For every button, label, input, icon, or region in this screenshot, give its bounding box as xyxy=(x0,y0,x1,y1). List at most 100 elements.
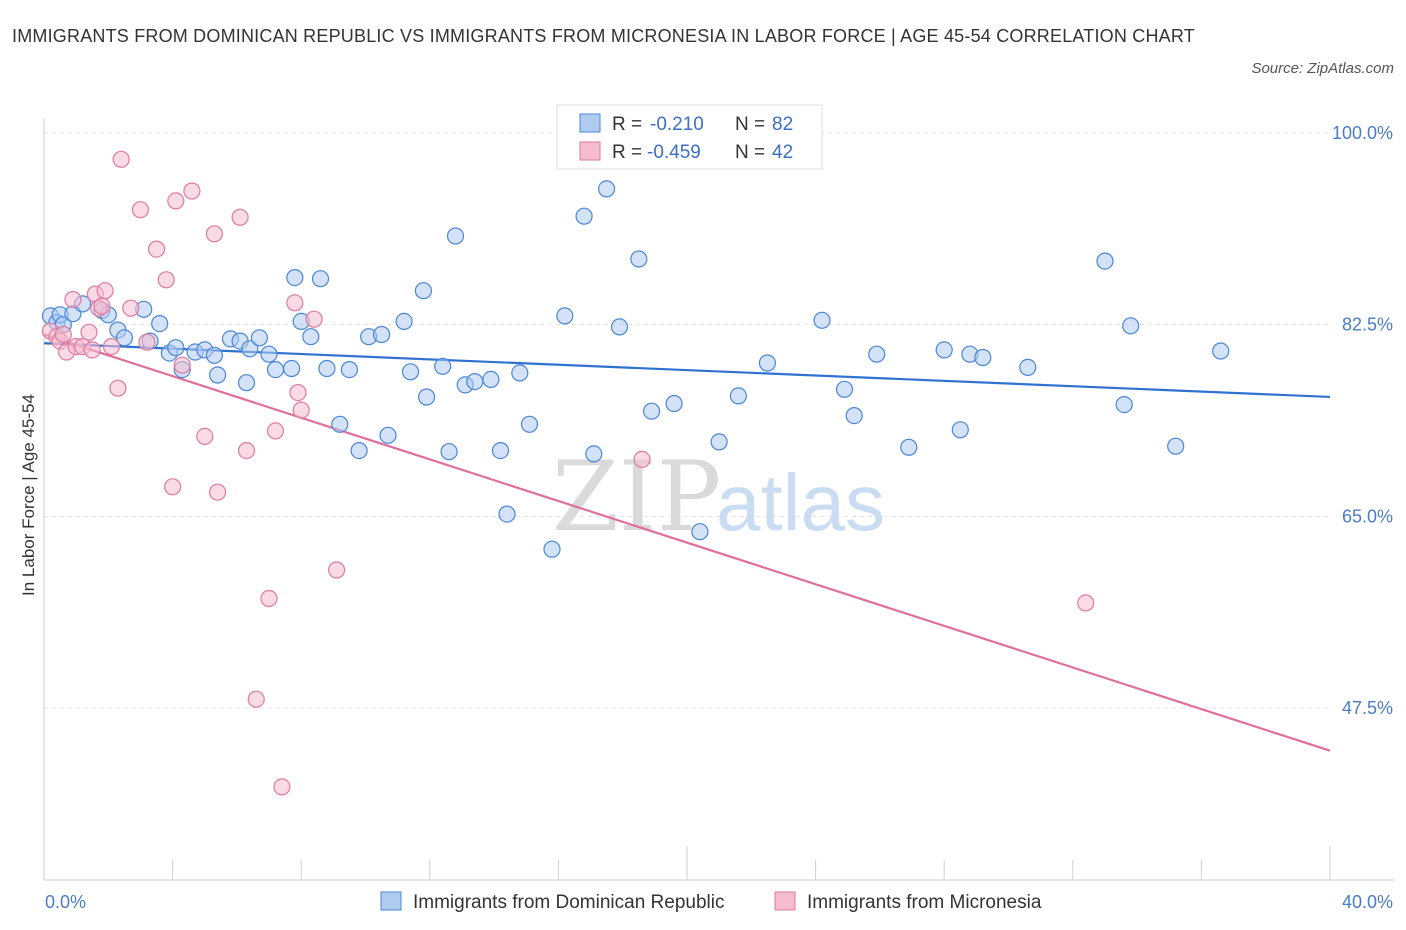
micronesia-point xyxy=(64,290,82,309)
dominican-point xyxy=(311,270,330,288)
watermark-atlas: atlas xyxy=(716,458,885,547)
dominican-point xyxy=(729,387,748,405)
dominican-point xyxy=(209,366,227,384)
micronesia-point xyxy=(96,282,114,300)
dominican-point xyxy=(758,354,777,372)
dominican-point xyxy=(302,328,320,346)
dominican-point xyxy=(835,380,854,398)
micronesia-point xyxy=(54,325,72,344)
bottom-legend-label-blue: Immigrants from Dominican Republic xyxy=(413,892,725,913)
micronesia-point xyxy=(237,442,256,460)
micronesia-point xyxy=(112,150,130,168)
dominican-point xyxy=(1167,437,1185,455)
dominican-point xyxy=(597,180,616,198)
legend-r-value-blue: -0.210 xyxy=(650,114,704,135)
legend-swatch-blue xyxy=(579,113,601,133)
legend-n-value-pink: 42 xyxy=(772,142,793,163)
micronesia-point xyxy=(83,341,101,359)
dominican-point xyxy=(642,402,661,420)
dominican-point xyxy=(266,361,285,379)
legend-r-label-pink: R = xyxy=(612,142,642,163)
micronesia-point xyxy=(157,271,175,289)
dominican-point xyxy=(115,329,134,347)
micronesia-point xyxy=(209,483,227,501)
micronesia-point xyxy=(183,182,201,200)
dominican-point xyxy=(260,345,278,363)
chart-title: IMMIGRANTS FROM DOMINICAN REPUBLIC VS IM… xyxy=(12,26,1195,46)
micronesia-point xyxy=(102,338,121,356)
dominican-point xyxy=(373,325,391,344)
micronesia-point xyxy=(1077,594,1095,612)
dominican-point xyxy=(434,357,452,375)
micronesia-point xyxy=(80,323,98,341)
dominican-point xyxy=(340,361,358,379)
dominican-point xyxy=(575,207,593,225)
legend-swatch-pink xyxy=(579,141,601,161)
dominican-point xyxy=(283,359,301,378)
micronesia-point xyxy=(164,478,182,496)
legend-n-label-blue: N = xyxy=(735,114,765,135)
dominican-point xyxy=(585,445,603,463)
y-tick-label: 65.0% xyxy=(1342,506,1393,526)
dominican-point xyxy=(511,364,529,382)
axes xyxy=(43,118,1394,881)
bottom-legend: Immigrants from Dominican Republic Immig… xyxy=(380,891,1042,913)
micronesia-point xyxy=(93,297,111,315)
dominican-point xyxy=(1115,396,1133,414)
micronesia-point xyxy=(247,690,265,708)
dominican-point xyxy=(498,505,516,523)
dominican-point xyxy=(710,433,728,451)
y-tick-label: 100.0% xyxy=(1332,123,1393,143)
dominican-point xyxy=(318,359,336,378)
micronesia-point xyxy=(289,384,307,402)
dominican-point xyxy=(418,388,436,406)
dominican-point xyxy=(543,540,561,558)
dominican-point xyxy=(446,227,465,245)
legend-r-value-pink: -0.459 xyxy=(647,142,701,163)
micronesia-point xyxy=(138,333,156,351)
bottom-legend-label-pink: Immigrants from Micronesia xyxy=(807,892,1042,913)
legend-r-label-blue: R = xyxy=(612,114,642,135)
watermark: ZIP atlas xyxy=(552,441,885,553)
dominican-point xyxy=(482,370,500,388)
dominican-point xyxy=(414,282,432,300)
dominican-point xyxy=(401,363,420,381)
dominican-point xyxy=(286,269,304,287)
dominican-point xyxy=(1122,317,1140,335)
dominican-point xyxy=(813,311,831,329)
dominican-trend-line xyxy=(43,342,1331,399)
dominican-point xyxy=(974,348,992,367)
micronesia-point xyxy=(122,299,140,317)
dominican-point xyxy=(520,415,539,433)
dominican-point xyxy=(395,312,413,330)
micronesia-point xyxy=(633,450,651,468)
legend: R = -0.210 N = 82 R = -0.459 N = 42 xyxy=(556,104,823,170)
dominican-point xyxy=(900,438,918,456)
micronesia-point xyxy=(273,778,291,796)
y-axis-label: In Labor Force | Age 45-54 xyxy=(19,394,38,596)
micronesia-point xyxy=(305,310,323,328)
micronesia-point xyxy=(292,401,310,419)
dominican-point xyxy=(331,415,349,433)
dominican-point xyxy=(610,318,629,336)
dominican-point xyxy=(1212,342,1230,360)
dominican-point xyxy=(350,442,368,460)
dominican-point xyxy=(665,394,683,413)
micronesia-point xyxy=(205,225,223,243)
micronesia-point xyxy=(231,208,249,226)
y-tick-label: 47.5% xyxy=(1342,698,1393,718)
dominican-point xyxy=(691,523,709,541)
dominican-point xyxy=(1019,358,1037,376)
source-label: Source: ZipAtlas.com xyxy=(1251,60,1394,77)
micronesia-point xyxy=(266,422,285,440)
micronesia-point xyxy=(286,294,304,312)
legend-n-value-blue: 82 xyxy=(772,114,793,135)
dominican-point xyxy=(379,426,397,444)
micronesia-point xyxy=(109,379,127,397)
dominican-point xyxy=(1096,252,1114,270)
micronesia-point xyxy=(167,192,185,210)
micronesia-trend-line xyxy=(43,333,1331,752)
micronesia-point xyxy=(328,561,346,579)
dominican-point xyxy=(868,345,886,363)
